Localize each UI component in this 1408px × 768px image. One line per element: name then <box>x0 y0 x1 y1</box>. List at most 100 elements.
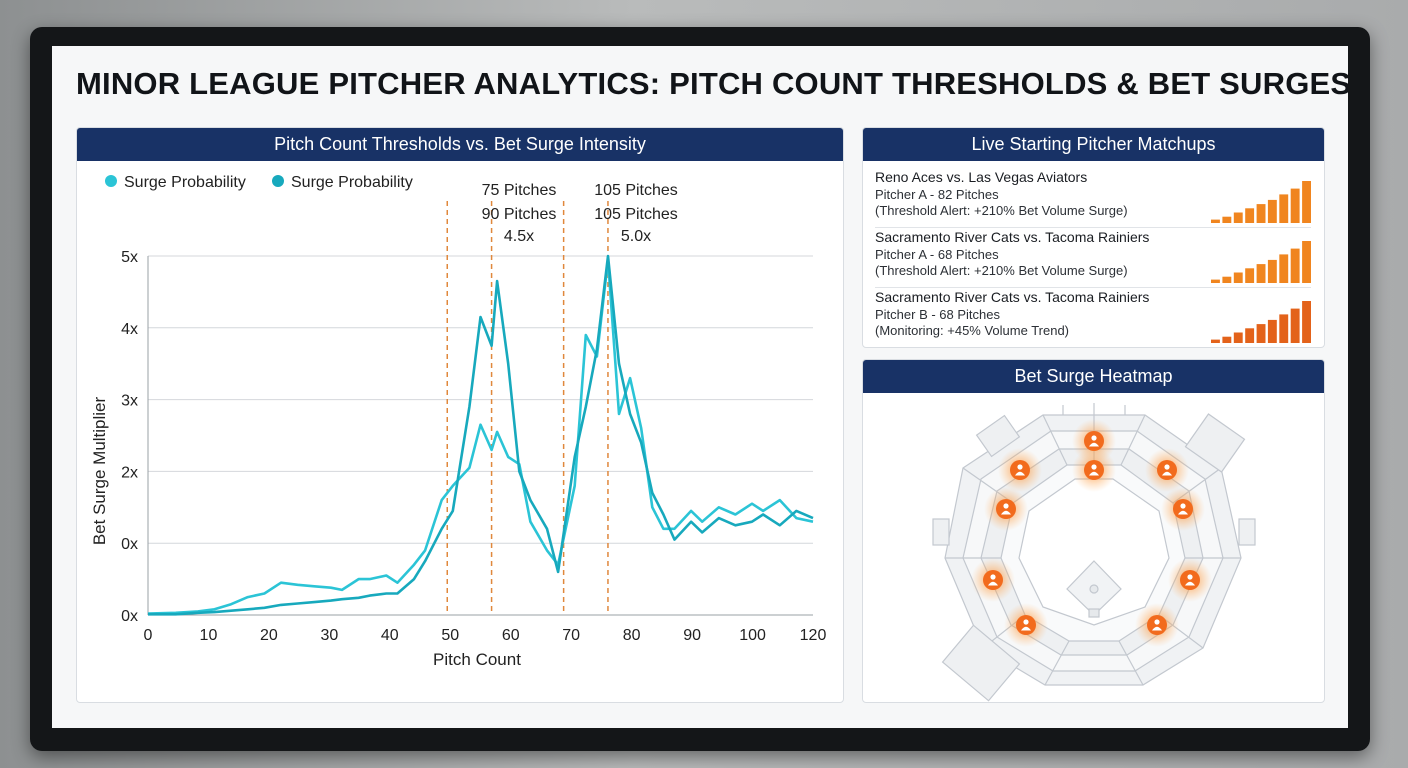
hotspot-marker[interactable] <box>998 448 1042 492</box>
stadium-map <box>932 403 1256 702</box>
series-line <box>147 258 814 615</box>
hotspot-marker[interactable] <box>971 558 1015 602</box>
person-icon <box>1089 435 1099 447</box>
chart-series <box>147 254 814 616</box>
trend-bar <box>1256 324 1266 343</box>
volume-trend-sparkbars <box>1211 241 1311 283</box>
person-icon <box>1089 464 1099 476</box>
hotspot-marker[interactable] <box>1168 558 1212 602</box>
y-tick-label: 5x <box>121 249 138 266</box>
trend-bar <box>1302 241 1311 283</box>
y-tick-label: 2x <box>121 464 138 481</box>
person-icon <box>1152 619 1162 631</box>
matchup-row[interactable]: Sacramento River Cats vs. Tacoma Rainier… <box>875 229 1311 288</box>
person-icon <box>1021 619 1031 631</box>
trend-bar <box>1256 264 1266 283</box>
x-tick-label: 80 <box>623 627 641 644</box>
hotspot-marker[interactable] <box>1145 448 1189 492</box>
hotspot-marker[interactable] <box>1072 448 1116 492</box>
threshold-value: 4.5x <box>504 228 534 245</box>
trend-bar <box>1267 319 1277 343</box>
hotspot-marker[interactable] <box>984 487 1028 531</box>
hotspot-marker[interactable] <box>1004 603 1048 647</box>
trend-bar <box>1233 272 1243 283</box>
y-tick-label: 0x <box>121 608 138 625</box>
x-tick-label: 0 <box>144 627 153 644</box>
threshold-label: 90 Pitches <box>482 206 557 223</box>
matchups-panel-header: Live Starting Pitcher Matchups <box>863 128 1324 161</box>
x-tick-label: 20 <box>260 627 278 644</box>
heatmap-panel: Bet Surge Heatmap <box>862 359 1325 703</box>
x-axis-label: Pitch Count <box>433 650 521 669</box>
trend-bar <box>1233 212 1243 223</box>
x-tick-label: 60 <box>502 627 520 644</box>
trend-bar <box>1267 199 1277 223</box>
x-tick-label: 100 <box>739 627 766 644</box>
trend-bar <box>1245 208 1255 223</box>
trend-bar <box>1222 216 1232 223</box>
matchup-row[interactable]: Reno Aces vs. Las Vegas Aviators Pitcher… <box>875 169 1311 228</box>
trend-bar <box>1290 188 1300 223</box>
chart-gridlines <box>148 255 813 616</box>
matchup-pitcher: Pitcher A - 82 Pitches <box>875 187 999 202</box>
legend-marker <box>272 175 284 187</box>
trend-bar <box>1211 279 1220 283</box>
x-tick-label: 70 <box>562 627 580 644</box>
x-tick-label: 50 <box>441 627 459 644</box>
y-tick-label: 0x <box>121 536 138 553</box>
trend-bar <box>1211 219 1220 223</box>
trend-bar <box>1222 276 1232 283</box>
matchup-pitcher: Pitcher A - 68 Pitches <box>875 247 999 262</box>
matchup-row[interactable]: Sacramento River Cats vs. Tacoma Rainier… <box>875 289 1311 347</box>
chart-panel: Pitch Count Thresholds vs. Bet Surge Int… <box>76 127 844 703</box>
trend-bar <box>1245 328 1255 343</box>
trend-bar <box>1279 314 1289 343</box>
person-icon <box>1001 503 1011 515</box>
y-tick-label: 3x <box>121 393 138 410</box>
matchup-title: Sacramento River Cats vs. Tacoma Rainier… <box>875 229 1150 245</box>
threshold-label: 75 Pitches <box>482 182 557 199</box>
legend-label: Surge Probability <box>291 174 413 191</box>
x-tick-label: 10 <box>200 627 218 644</box>
threshold-label: 105 Pitches <box>594 182 678 199</box>
trend-bar <box>1302 181 1311 223</box>
trend-bar <box>1233 332 1243 343</box>
matchup-alert: (Monitoring: +45% Volume Trend) <box>875 323 1070 338</box>
matchups-panel: Live Starting Pitcher Matchups Reno Aces… <box>862 127 1325 348</box>
threshold-value: 5.0x <box>621 228 651 245</box>
chart-axes: 0x 0x 2x 3x 4x 5x 0 10 20 30 40 50 60 70 80 90 100 120 <box>121 249 826 644</box>
threshold-annotations: 75 Pitches 90 Pitches 4.5x 105 Pitches 105 P… <box>446 182 678 615</box>
y-tick-label: 4x <box>121 321 138 338</box>
x-tick-label: 40 <box>381 627 399 644</box>
person-icon <box>1185 574 1195 586</box>
series-line <box>148 254 814 616</box>
trend-bar <box>1279 254 1289 283</box>
x-tick-label: 90 <box>683 627 701 644</box>
volume-trend-sparkbars <box>1211 181 1311 223</box>
legend-label: Surge Probability <box>124 174 246 191</box>
trend-bar <box>1290 308 1300 343</box>
matchup-pitcher: Pitcher B - 68 Pitches <box>875 307 1000 322</box>
trend-bar <box>1256 204 1266 223</box>
trend-bar <box>1222 336 1232 343</box>
matchup-alert: (Threshold Alert: +210% Bet Volume Surge… <box>875 203 1128 218</box>
bet-surge-hotspots <box>971 419 1212 647</box>
x-tick-label: 120 <box>800 627 827 644</box>
person-icon <box>1162 464 1172 476</box>
matchup-title: Reno Aces vs. Las Vegas Aviators <box>875 169 1088 185</box>
trend-bar <box>1290 248 1300 283</box>
hotspot-marker[interactable] <box>1161 487 1205 531</box>
page-title: MINOR LEAGUE PITCHER ANALYTICS: PITCH CO… <box>76 66 1348 101</box>
surge-line-chart: Surge Probability Surge Probability 0x 0x 2… <box>90 174 826 669</box>
heatmap-panel-header: Bet Surge Heatmap <box>863 360 1324 393</box>
threshold-label: 105 Pitches <box>594 206 678 223</box>
legend-marker <box>105 175 117 187</box>
person-icon <box>1178 503 1188 515</box>
trend-bar <box>1211 339 1220 343</box>
person-icon <box>988 574 998 586</box>
trend-bar <box>1245 268 1255 283</box>
volume-trend-sparkbars <box>1211 301 1311 343</box>
hotspot-marker[interactable] <box>1135 603 1179 647</box>
trend-bar <box>1267 259 1277 283</box>
matchup-title: Sacramento River Cats vs. Tacoma Rainier… <box>875 289 1150 305</box>
